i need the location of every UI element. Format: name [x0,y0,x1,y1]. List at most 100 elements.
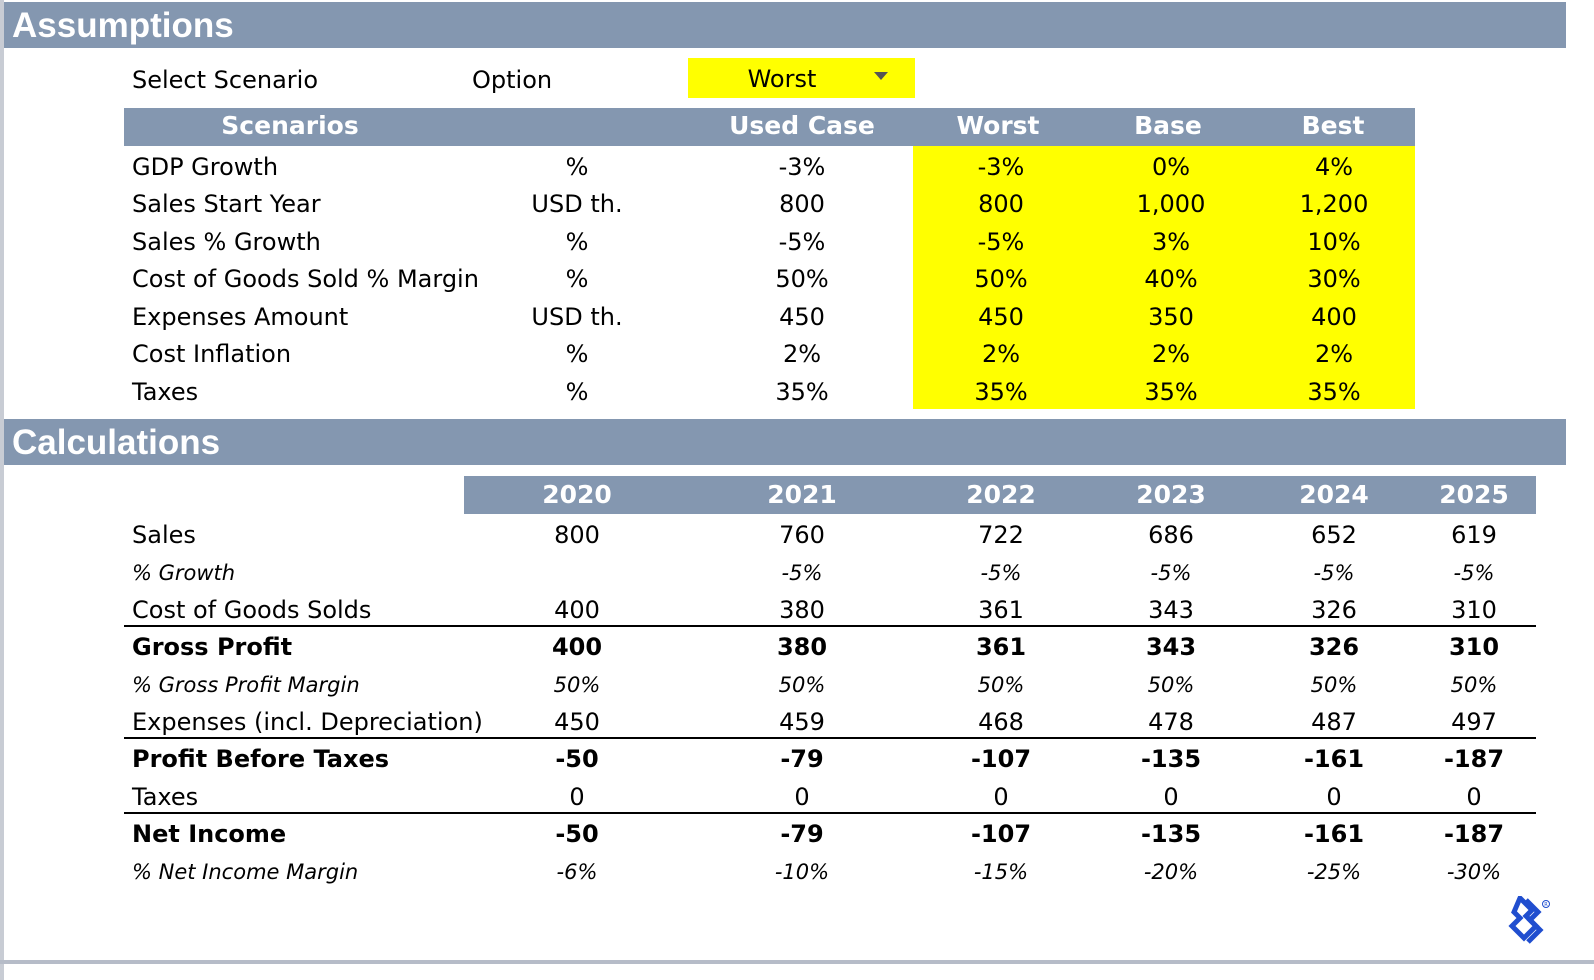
assumption-row-best[interactable]: 30% [1307,265,1361,293]
calc-cell: 619 [1451,521,1497,549]
calc-cell: 0 [569,783,585,811]
assumption-row-best[interactable]: 2% [1314,340,1354,368]
year-header: 2023 [1136,480,1206,509]
calc-cell: -50 [555,820,599,848]
calc-row-label: % Growth [132,561,236,585]
calc-cell: 487 [1311,708,1357,736]
scenario-dropdown-value: Worst [747,65,817,93]
calc-cell: 722 [978,521,1024,549]
assumption-row-worst[interactable]: -3% [977,153,1025,181]
calc-cell: -5% [781,561,823,585]
assumption-row-unit: % [565,378,589,406]
assumption-row-unit: USD th. [531,190,623,218]
calc-cell: -6% [556,860,598,884]
assumption-row-label: Expenses Amount [132,303,349,331]
assumption-row-used: 35% [775,378,829,406]
assumption-row-unit: USD th. [531,303,623,331]
calc-cell: -79 [780,745,824,773]
calc-cell: -20% [1143,860,1199,884]
assumption-row-worst[interactable]: 2% [981,340,1021,368]
calc-cell: -187 [1443,820,1505,848]
scenarios-header: Scenarios [221,111,359,140]
assumption-row-base[interactable]: 350 [1148,303,1194,331]
assumption-row-used: 450 [779,303,825,331]
assumption-row-base[interactable]: 0% [1151,153,1191,181]
scenarios-header-row [124,108,1415,146]
calc-row-label: % Net Income Margin [132,860,359,884]
calc-cell: 343 [1145,633,1197,661]
calc-cell: 0 [1163,783,1179,811]
assumption-row-worst[interactable]: -5% [977,228,1025,256]
calc-cell: 800 [554,521,600,549]
calc-cell: 459 [779,708,825,736]
calc-row-label: Sales [132,521,196,549]
dropdown-arrow-icon[interactable] [874,72,888,80]
calc-cell: 400 [551,633,603,661]
calc-cell: 400 [554,596,600,624]
assumption-row-used: 800 [779,190,825,218]
assumption-row-label: Taxes [132,378,199,406]
calc-cell: -5% [980,561,1022,585]
calc-cell: 310 [1448,633,1500,661]
assumption-row-base[interactable]: 2% [1151,340,1191,368]
assumption-row-best[interactable]: 4% [1314,153,1354,181]
select-scenario-label: Select Scenario [132,66,318,94]
year-header: 2022 [966,480,1036,509]
assumption-row-label: Sales Start Year [132,190,321,218]
assumption-row-best[interactable]: 35% [1307,378,1361,406]
assumption-row-worst[interactable]: 50% [974,265,1028,293]
scenario-dropdown[interactable]: Worst [688,58,915,98]
calc-row-label: Profit Before Taxes [132,745,390,773]
calc-cell: 478 [1148,708,1194,736]
calc-cell: -135 [1140,820,1202,848]
calc-cell: -5% [1453,561,1495,585]
calc-cell: 50% [553,673,601,697]
calc-cell: -50 [555,745,599,773]
net-income-divider [124,812,1536,814]
assumption-row-base[interactable]: 3% [1151,228,1191,256]
assumption-row-unit: % [565,265,589,293]
calc-cell: -107 [970,820,1032,848]
assumption-row-label: GDP Growth [132,153,279,181]
assumption-row-worst[interactable]: 35% [974,378,1028,406]
assumption-row-unit: % [565,228,589,256]
calc-cell: 450 [554,708,600,736]
assumption-row-base[interactable]: 35% [1144,378,1198,406]
assumption-row-best[interactable]: 1,200 [1299,190,1369,218]
calc-cell: 326 [1308,633,1360,661]
assumption-row-worst[interactable]: 450 [978,303,1024,331]
calc-cell: 361 [978,596,1024,624]
calc-cell: 361 [975,633,1027,661]
used-case-header: Used Case [729,111,875,140]
option-label: Option [472,66,553,94]
assumption-row-used: -5% [778,228,826,256]
year-header: 2021 [767,480,837,509]
gross-profit-divider [124,625,1536,627]
assumption-row-worst[interactable]: 800 [978,190,1024,218]
year-header: 2025 [1439,480,1509,509]
assumption-row-best[interactable]: 400 [1311,303,1357,331]
sheet-bottom-edge [0,960,1594,964]
assumption-row-unit: % [565,340,589,368]
calc-cell: 686 [1148,521,1194,549]
assumption-row-unit: % [565,153,589,181]
years-header-row [464,476,1536,514]
calc-cell: -30% [1446,860,1502,884]
assumption-row-base[interactable]: 1,000 [1136,190,1206,218]
scenario-input-highlight [913,146,1415,409]
worst-header: Worst [956,111,1040,140]
calc-cell: 380 [779,596,825,624]
calc-row-label: Taxes [132,783,199,811]
year-header: 2024 [1299,480,1369,509]
assumption-row-base[interactable]: 40% [1144,265,1198,293]
calc-cell: -15% [973,860,1029,884]
calc-cell: 50% [1147,673,1195,697]
calc-cell: 50% [977,673,1025,697]
calc-row-label: % Gross Profit Margin [132,673,360,697]
calc-cell: -135 [1140,745,1202,773]
profit-before-taxes-divider [124,737,1536,739]
assumption-row-label: Cost Inflation [132,340,292,368]
assumption-row-best[interactable]: 10% [1307,228,1361,256]
calc-cell: 0 [1326,783,1342,811]
calc-cell: -79 [780,820,824,848]
